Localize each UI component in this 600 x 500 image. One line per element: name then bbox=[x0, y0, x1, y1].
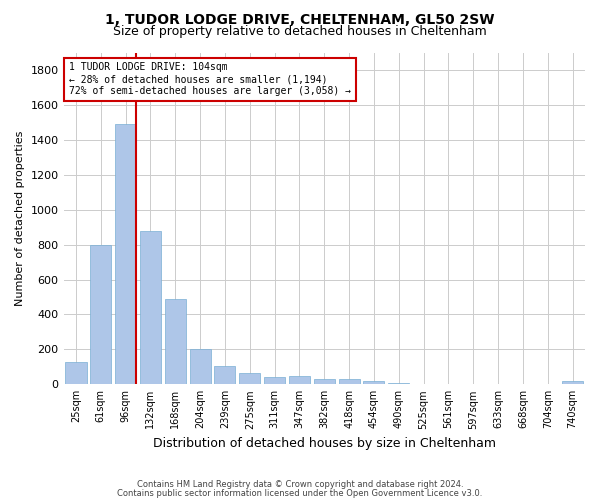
Text: Contains public sector information licensed under the Open Government Licence v3: Contains public sector information licen… bbox=[118, 488, 482, 498]
Bar bbox=[140, 230, 161, 384]
Y-axis label: Number of detached properties: Number of detached properties bbox=[15, 130, 25, 306]
Bar bbox=[289, 376, 310, 384]
Bar bbox=[364, 381, 385, 384]
Bar bbox=[338, 380, 359, 384]
Bar bbox=[115, 124, 136, 384]
Text: Contains HM Land Registry data © Crown copyright and database right 2024.: Contains HM Land Registry data © Crown c… bbox=[137, 480, 463, 489]
Text: 1 TUDOR LODGE DRIVE: 104sqm
← 28% of detached houses are smaller (1,194)
72% of : 1 TUDOR LODGE DRIVE: 104sqm ← 28% of det… bbox=[69, 62, 351, 96]
Text: 1, TUDOR LODGE DRIVE, CHELTENHAM, GL50 2SW: 1, TUDOR LODGE DRIVE, CHELTENHAM, GL50 2… bbox=[105, 12, 495, 26]
Text: Size of property relative to detached houses in Cheltenham: Size of property relative to detached ho… bbox=[113, 25, 487, 38]
Bar bbox=[239, 373, 260, 384]
Bar bbox=[190, 348, 211, 384]
Bar bbox=[90, 244, 112, 384]
Bar bbox=[65, 362, 86, 384]
Bar bbox=[562, 381, 583, 384]
Bar bbox=[165, 298, 186, 384]
Bar bbox=[314, 378, 335, 384]
Bar bbox=[214, 366, 235, 384]
X-axis label: Distribution of detached houses by size in Cheltenham: Distribution of detached houses by size … bbox=[153, 437, 496, 450]
Bar bbox=[264, 377, 285, 384]
